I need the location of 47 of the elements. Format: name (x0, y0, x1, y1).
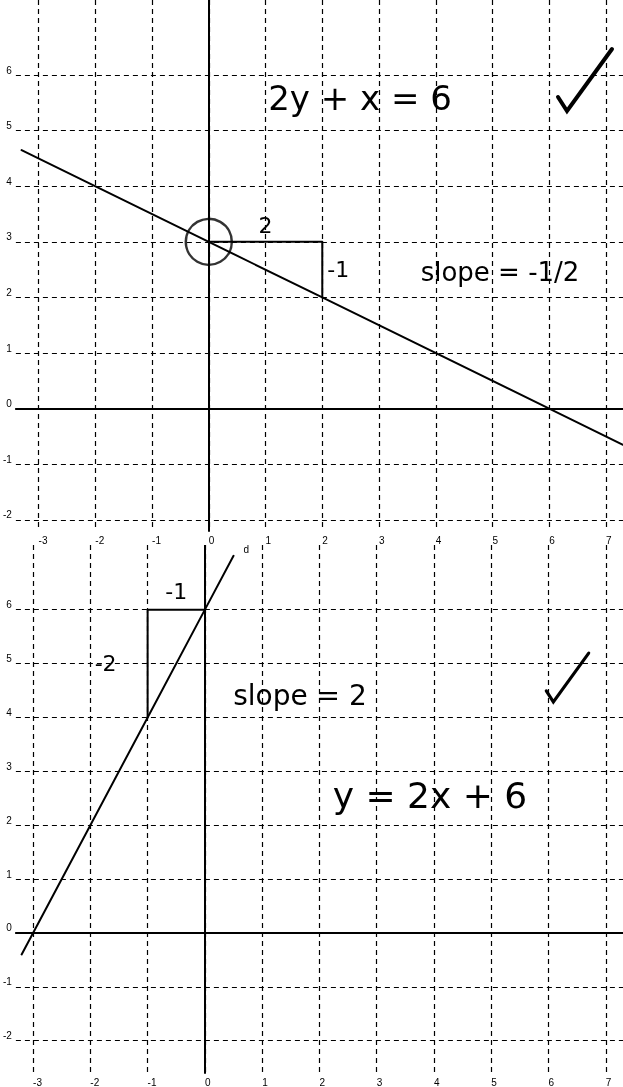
x-tick-label: 6 (548, 1076, 555, 1087)
x-tick-label: 5 (492, 534, 499, 546)
x-tick-label: 1 (262, 1076, 269, 1087)
annotation: y = 2x + 6 (332, 774, 528, 816)
y-tick-label: 5 (6, 120, 13, 132)
y-tick-label: 0 (6, 922, 13, 934)
x-tick-label: -3 (33, 1076, 43, 1087)
series-label: d (243, 544, 250, 556)
x-tick-label: 3 (379, 534, 386, 546)
y-tick-label: 0 (6, 398, 13, 410)
x-tick-label: -2 (95, 534, 105, 546)
y-tick-label: 6 (6, 599, 13, 611)
y-tick-label: 3 (6, 760, 13, 772)
x-tick-label: 7 (605, 534, 612, 546)
y-tick-label: 1 (6, 342, 13, 354)
x-tick-label: 4 (435, 534, 442, 546)
x-tick-label: 7 (605, 1076, 612, 1087)
x-tick-label: 5 (491, 1076, 498, 1087)
x-tick-label: -3 (38, 534, 48, 546)
x-tick-label: 6 (549, 534, 556, 546)
y-tick-label: 1 (6, 868, 13, 880)
y-tick-label: -1 (2, 453, 13, 465)
annotation: -1 (327, 257, 350, 283)
x-tick-label: 2 (319, 1076, 326, 1087)
y-tick-label: 5 (6, 653, 13, 665)
x-tick-label: 4 (433, 1076, 440, 1087)
x-tick-label: 1 (265, 534, 272, 546)
y-tick-label: -2 (2, 1030, 13, 1042)
x-tick-label: -1 (147, 1076, 157, 1087)
y-tick-label: -2 (2, 509, 13, 521)
y-tick-label: 4 (6, 175, 13, 187)
x-tick-label: 0 (208, 534, 215, 546)
annotation: -1 (165, 579, 188, 605)
y-tick-label: -1 (2, 976, 13, 988)
x-tick-label: 0 (204, 1076, 211, 1087)
x-tick-label: -1 (152, 534, 162, 546)
x-tick-label: 2 (322, 534, 329, 546)
x-tick-label: -2 (90, 1076, 100, 1087)
y-tick-label: 2 (6, 286, 13, 298)
x-tick-label: 3 (376, 1076, 383, 1087)
y-tick-label: 3 (6, 231, 13, 243)
y-tick-label: 6 (6, 64, 13, 76)
annotation: -2 (94, 651, 117, 677)
annotation: 2y + x = 6 (268, 78, 452, 118)
y-tick-label: 4 (6, 706, 13, 718)
y-tick-label: 2 (6, 814, 13, 826)
annotation: slope = -1/2 (420, 257, 580, 287)
